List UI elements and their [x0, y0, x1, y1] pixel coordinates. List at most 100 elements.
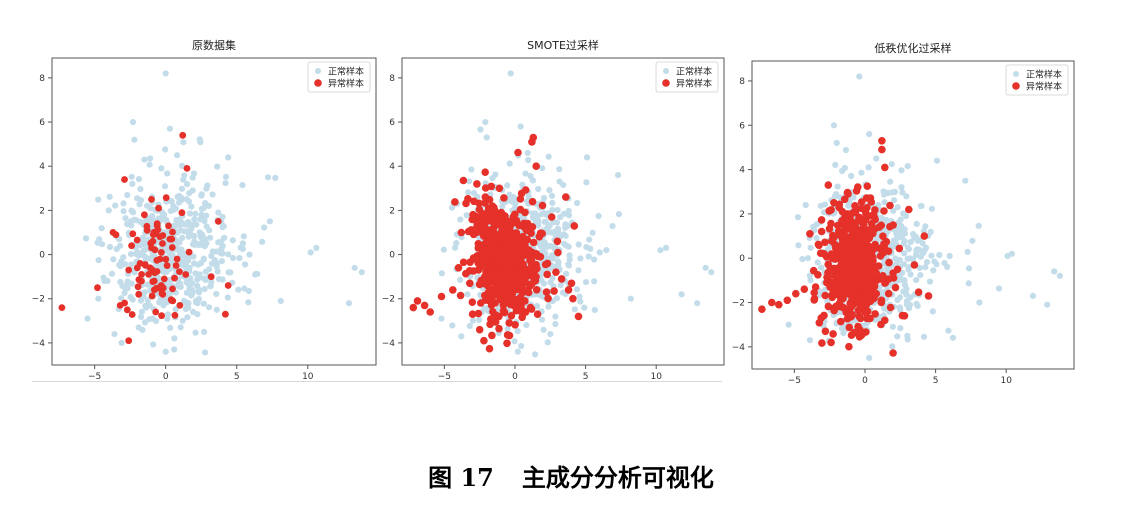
anomaly-sample-point: [827, 250, 836, 258]
anomaly-sample-point: [843, 258, 852, 267]
anomaly-sample-point: [462, 199, 470, 208]
normal-sample-point: [896, 304, 904, 311]
normal-sample-point: [585, 253, 592, 260]
normal-sample-point: [229, 254, 237, 262]
normal-sample-point: [518, 342, 525, 350]
anomaly-sample-point: [153, 220, 161, 228]
normal-sample-point: [917, 272, 924, 279]
normal-sample-point: [194, 300, 201, 307]
normal-sample-point: [848, 172, 855, 180]
normal-sample-point: [795, 242, 802, 249]
anomaly-sample-point: [156, 255, 164, 263]
normal-sample-point: [134, 195, 141, 202]
anomaly-sample-point: [155, 204, 163, 212]
normal-sample-point: [842, 146, 850, 154]
anomaly-sample-point: [862, 236, 871, 245]
normal-sample-point: [438, 270, 445, 277]
anomaly-sample-point: [523, 235, 532, 244]
x-tick-label: 10: [302, 372, 314, 382]
anomaly-sample-point: [481, 229, 490, 238]
normal-sample-point: [118, 295, 125, 302]
normal-sample-point: [532, 351, 539, 358]
anomaly-sample-point: [499, 254, 507, 263]
normal-sample-point: [888, 161, 895, 168]
anomaly-sample-point: [830, 199, 838, 207]
normal-sample-point: [506, 160, 513, 167]
normal-sample-point: [565, 207, 572, 214]
anomaly-sample-point: [852, 227, 861, 236]
anomaly-sample-point: [818, 339, 826, 347]
anomaly-sample-point: [491, 278, 499, 287]
anomaly-sample-point: [489, 244, 498, 252]
normal-sample-point: [171, 335, 178, 342]
normal-sample-point: [889, 189, 896, 196]
normal-sample-point: [162, 70, 169, 77]
x-tick-label: −5: [788, 376, 801, 386]
normal-sample-point: [525, 193, 532, 200]
normal-sample-point: [694, 300, 701, 307]
anomaly-sample-point: [466, 279, 474, 288]
anomaly-sample-point: [880, 207, 888, 215]
normal-sample-point: [192, 329, 199, 336]
normal-sample-point: [519, 181, 526, 188]
normal-sample-point: [627, 295, 634, 302]
anomaly-sample-point: [876, 252, 885, 260]
anomaly-sample-point: [134, 283, 142, 291]
normal-sample-point: [117, 242, 124, 249]
normal-sample-point: [832, 161, 839, 168]
anomaly-sample-point: [838, 207, 847, 216]
normal-sample-point: [514, 328, 521, 335]
anomaly-sample-point: [511, 233, 519, 241]
normal-sample-point: [177, 227, 184, 234]
anomaly-sample-point: [924, 292, 933, 300]
normal-sample-point: [1051, 268, 1058, 275]
anomaly-sample-point: [884, 289, 893, 298]
anomaly-sample-point: [518, 239, 526, 248]
normal-sample-point: [544, 339, 551, 346]
legend-label: 正常样本: [1026, 69, 1062, 81]
normal-sample-point: [535, 218, 542, 226]
anomaly-sample-point: [171, 311, 179, 319]
anomaly-sample-point: [495, 324, 503, 333]
legend-marker: [315, 68, 321, 74]
normal-sample-point: [898, 184, 905, 191]
anomaly-sample-point: [148, 196, 155, 203]
normal-sample-point: [162, 348, 169, 355]
anomaly-sample-point: [857, 331, 866, 340]
normal-sample-point: [833, 139, 840, 147]
anomaly-sample-point: [182, 271, 190, 278]
normal-sample-point: [898, 167, 905, 174]
normal-sample-point: [174, 152, 181, 159]
normal-sample-point: [546, 187, 553, 194]
anomaly-sample-point: [792, 289, 800, 298]
normal-sample-point: [892, 255, 899, 262]
normal-sample-point: [130, 209, 137, 216]
normal-sample-point: [206, 304, 213, 311]
anomaly-sample-point: [457, 228, 466, 237]
anomaly-sample-point: [891, 283, 900, 292]
normal-sample-point: [173, 218, 180, 226]
normal-sample-point: [183, 279, 190, 286]
y-tick-label: −2: [32, 295, 45, 305]
anomaly-sample-point: [845, 267, 853, 276]
anomaly-sample-point: [827, 219, 835, 228]
normal-sample-point: [137, 186, 144, 193]
anomaly-sample-point: [125, 266, 133, 274]
anomaly-sample-point: [854, 263, 862, 271]
anomaly-sample-point: [150, 286, 158, 294]
plot-frame: [401, 57, 725, 366]
normal-sample-point: [178, 246, 185, 253]
anomaly-sample-point: [533, 310, 542, 319]
anomaly-sample-point: [511, 321, 519, 329]
anomaly-sample-point: [510, 276, 519, 284]
anomaly-sample-point: [841, 305, 850, 314]
normal-sample-point: [184, 181, 191, 188]
x-tick-label: 0: [163, 372, 169, 382]
normal-sample-point: [215, 276, 223, 283]
legend-label: 异常样本: [328, 78, 364, 90]
normal-sample-point: [176, 239, 183, 246]
normal-sample-point: [663, 244, 670, 251]
normal-sample-point: [483, 134, 490, 141]
normal-sample-point: [554, 207, 561, 214]
